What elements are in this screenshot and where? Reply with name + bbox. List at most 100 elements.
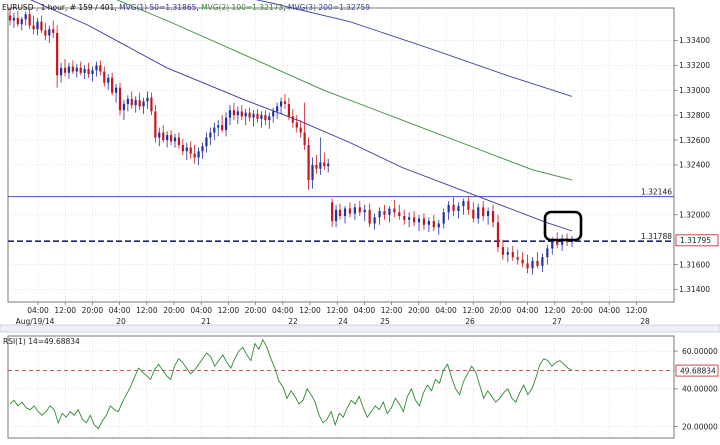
rsi-value-label: 49.68834 (680, 366, 716, 375)
candle-body-bear (291, 116, 294, 123)
candle-body-bull (260, 115, 263, 119)
candle-body-bull (201, 146, 204, 152)
rsi-tick-label: 60.00000 (682, 347, 718, 356)
candle-body-bear (32, 25, 35, 30)
candle-body-bull (166, 135, 169, 141)
panel-splitter[interactable] (0, 324, 720, 333)
current-price-box (675, 234, 719, 247)
price-tick-label: 1.33200 (679, 61, 710, 70)
candle-body-bull (83, 69, 86, 73)
candle-body-bull (319, 162, 322, 169)
candle-body-bull (142, 101, 145, 107)
candle-body-bull (506, 252, 509, 255)
candle-body-bear (154, 111, 157, 138)
candle-body-bull (134, 100, 137, 106)
candle-body-bull (107, 77, 110, 83)
candle-body-bear (248, 112, 251, 118)
candle-body-bull (244, 112, 247, 117)
candle-body-bear (496, 222, 500, 248)
candle-body-bear (323, 162, 326, 167)
candle-body-bear (181, 145, 184, 152)
candle-body-bear (295, 122, 298, 128)
candle-body-bear (331, 202, 334, 222)
price-tick-label: 1.32800 (679, 111, 710, 120)
candle-body-bull (408, 217, 411, 220)
candle-body-bear (103, 71, 106, 83)
time-tick-label: 12:00 (544, 306, 566, 315)
candle-body-bull (334, 209, 338, 222)
candle-body-bull (173, 137, 177, 142)
candle-body-bull (487, 211, 490, 217)
candle-body-bull (417, 218, 421, 223)
candle-body-bull (95, 65, 98, 71)
time-tick-label: 12:00 (54, 306, 76, 315)
candle-body-bull (48, 29, 51, 36)
candle-body-bull (114, 87, 118, 93)
main-plot-frame (7, 7, 675, 303)
day-label: 28 (640, 317, 650, 326)
candle-body-bear (221, 125, 224, 131)
day-label: 27 (552, 317, 562, 326)
candle-body-bull (551, 240, 554, 249)
candle-body-bull (36, 21, 39, 30)
candle-body-bear (71, 66, 74, 72)
candle-body-bear (283, 101, 287, 104)
candle-body-bear (393, 208, 396, 213)
price-tick-label: 1.32000 (679, 210, 710, 219)
candle-body-bear (189, 147, 192, 154)
ma100-legend: MVG(2) 100=1.32173 (201, 3, 283, 12)
candle-body-bear (338, 209, 342, 217)
candle-body-bull (209, 132, 212, 138)
candle-body-bull (442, 212, 445, 224)
main-grid (8, 8, 674, 302)
candle-body-bull (252, 113, 255, 118)
candle-body-bear (162, 132, 165, 141)
candle-body-bear (150, 97, 153, 112)
candle-body-bull (279, 101, 283, 107)
candle-body-bear (16, 17, 19, 25)
rsi-series: 49.68834 (8, 338, 719, 430)
rsi-tick-label: 40.00000 (682, 385, 718, 394)
candle-body-bull (427, 221, 430, 225)
time-tick-label: 20:00 (245, 306, 267, 315)
rsi-plot-frame (7, 335, 675, 439)
candle-body-bear (472, 209, 475, 219)
time-tick-label: 04:00 (435, 306, 457, 315)
annotation-rounded-box[interactable] (543, 210, 583, 242)
day-label: 20 (116, 317, 126, 326)
candle-body-bear (452, 204, 455, 212)
candle-body-bull (457, 206, 460, 212)
candle-body-bear (368, 209, 371, 224)
time-tick-label: 04:00 (354, 306, 376, 315)
candlestick-series (8, 8, 574, 275)
candle-body-bear (348, 208, 352, 214)
time-tick-label: 04:00 (598, 306, 620, 315)
candle-body-bull (343, 208, 347, 217)
time-tick-label: 20:00 (408, 306, 430, 315)
time-tick-label: 12:00 (381, 306, 403, 315)
price-tick-label: 1.33000 (679, 86, 710, 95)
candle-body-bull (122, 103, 126, 111)
candle-body-bear (264, 115, 267, 121)
candle-body-bear (315, 164, 318, 169)
candle-body-bull (373, 217, 376, 224)
ma200-line (255, 0, 573, 97)
candle-body-bear (232, 110, 236, 116)
legend-sep-1: , (196, 3, 201, 12)
candle-body-bear (383, 211, 386, 215)
candle-body-bear (501, 247, 505, 255)
candle-body-bull (272, 111, 275, 117)
candle-body-bull (12, 17, 16, 21)
candle-body-bear (482, 207, 485, 217)
candle-body-bear (307, 145, 310, 180)
day-label: 24 (338, 317, 348, 326)
price-tick-label: 1.31600 (679, 260, 710, 269)
candle-body-bull (217, 125, 220, 128)
candle-body-bear (403, 216, 406, 220)
candle-body-bear (412, 217, 416, 223)
candle-body-bear (536, 260, 539, 266)
time-tick-label: 20:00 (163, 306, 185, 315)
candle-body-bear (516, 257, 519, 260)
time-tick-label: 04:00 (517, 306, 539, 315)
